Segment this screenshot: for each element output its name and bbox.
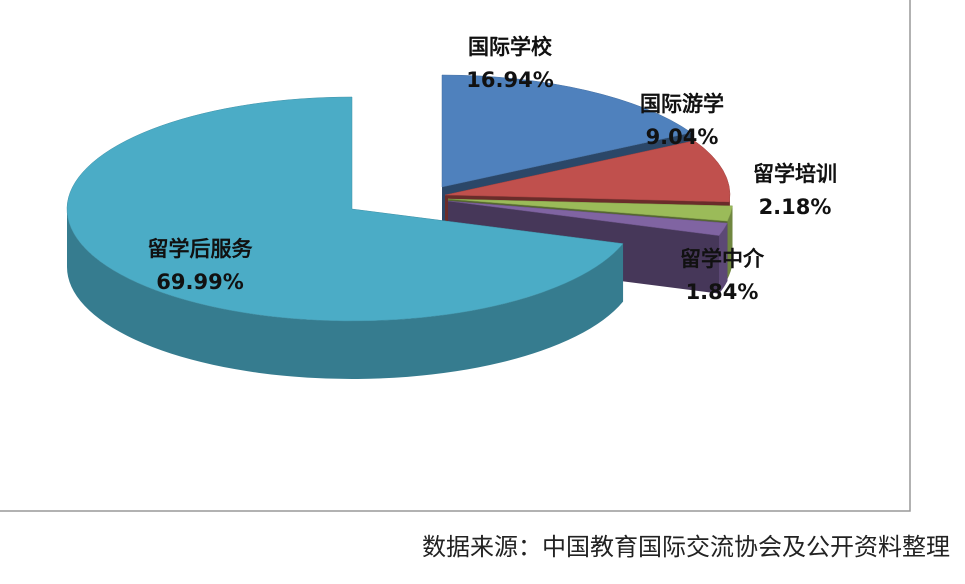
value-label: 69.99% xyxy=(156,270,243,294)
value-label: 9.04% xyxy=(646,125,719,149)
slice-top xyxy=(441,74,692,188)
slice-label: 国际游学 xyxy=(640,92,724,116)
slice-side xyxy=(727,205,733,280)
slice-label: 留学中介 xyxy=(680,247,765,271)
value-label: 2.18% xyxy=(759,195,832,219)
slice xyxy=(66,96,624,379)
source-note: 数据来源：中国教育国际交流协会及公开资料整理 xyxy=(422,533,950,561)
chart-frame xyxy=(0,0,911,512)
slice-label: 留学后服务 xyxy=(148,237,254,261)
slice-top xyxy=(447,200,728,236)
value-label: 16.94% xyxy=(466,68,553,92)
slice-top xyxy=(444,140,731,203)
labels: 国际学校 16.94% 国际游学 9.04% 留学培训 2.18% 留学中介 1.84% 留学后… xyxy=(148,35,838,304)
slice-top xyxy=(66,96,624,322)
slice-label: 国际学校 xyxy=(468,35,553,59)
slice-label: 留学培训 xyxy=(753,162,837,186)
slice-side xyxy=(719,223,728,294)
pie xyxy=(66,74,733,379)
slice-top xyxy=(447,198,733,222)
value-label: 1.84% xyxy=(686,280,759,304)
slice-side xyxy=(67,209,624,379)
